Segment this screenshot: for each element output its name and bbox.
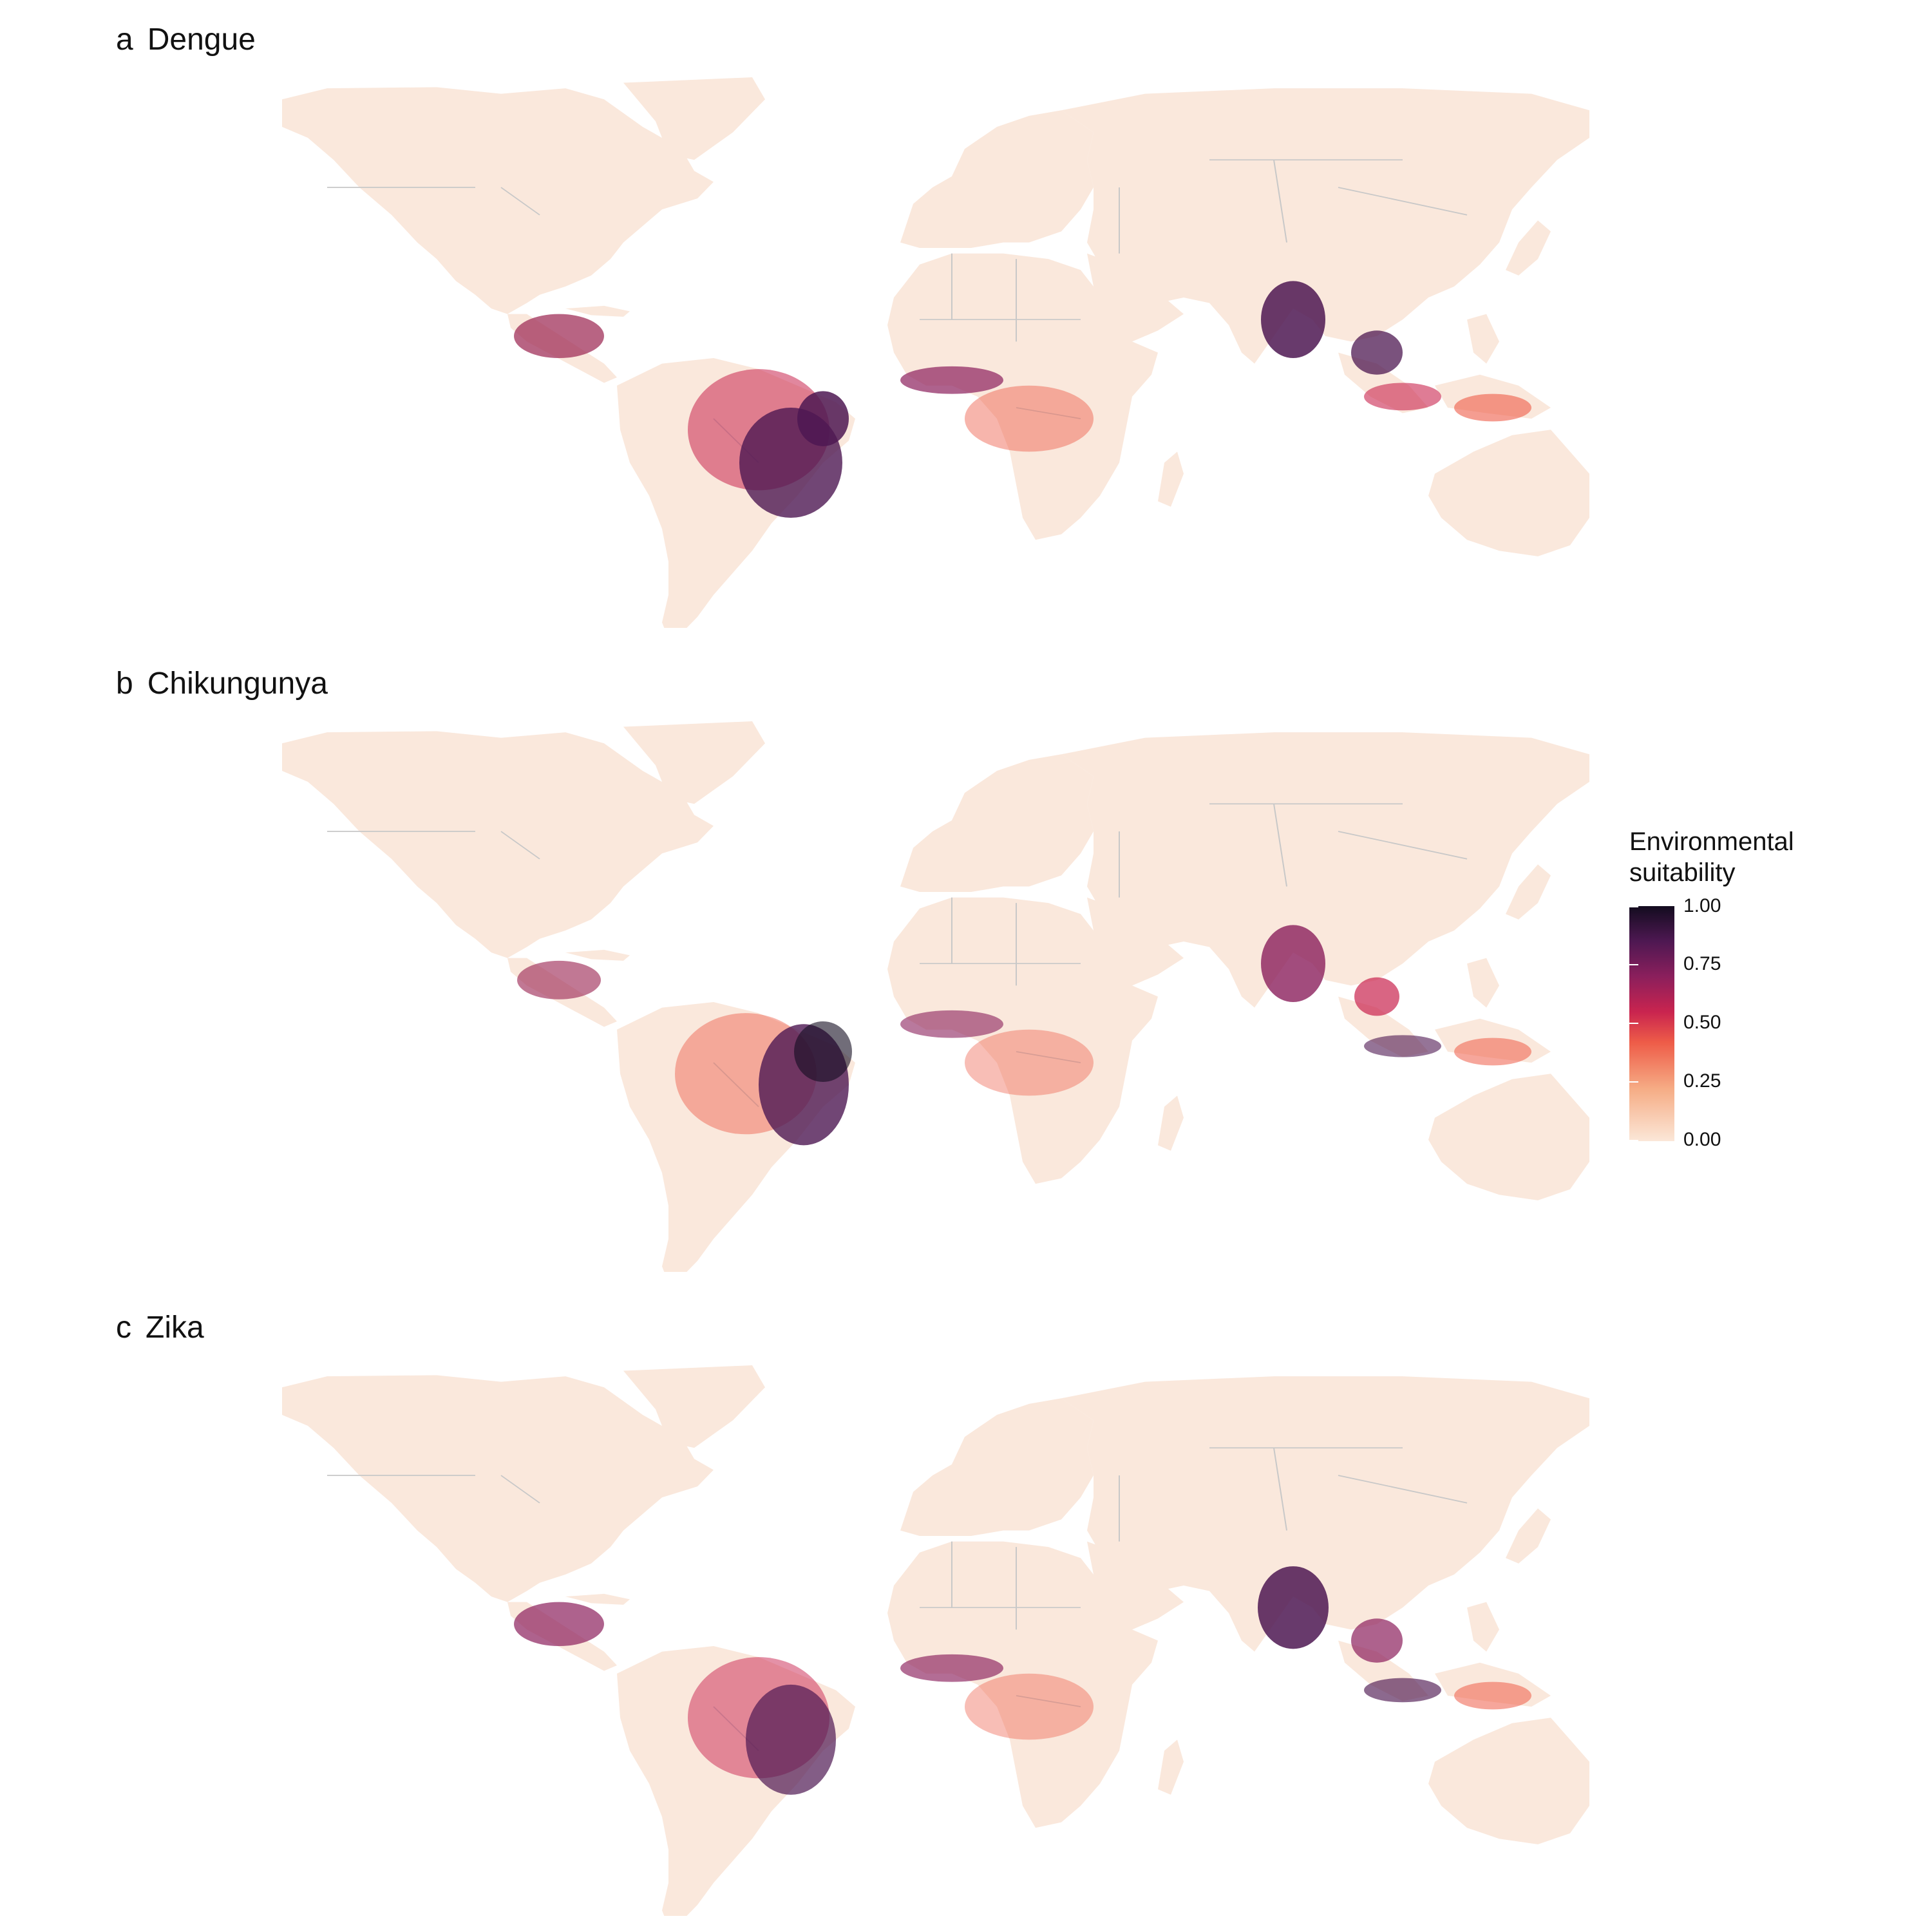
hotspot-layer [514, 281, 1531, 518]
dengue-suitability-map [282, 77, 1589, 628]
legend-tick-label: 0.75 [1683, 953, 1721, 974]
panel-zika: c Zika [0, 1288, 1610, 1926]
zika-suitability-map [282, 1365, 1589, 1916]
panel-title-c: c Zika [116, 1310, 204, 1345]
panel-title-b: b Chikungunya [116, 666, 328, 701]
legend-tick-label: 1.00 [1683, 895, 1721, 916]
hotspot-layer [514, 1566, 1531, 1795]
legend-colorbar [1629, 906, 1674, 1141]
tick-mark [1629, 964, 1638, 965]
legend-title-line2: suitability [1629, 858, 1736, 887]
chikungunya-suitability-map [282, 721, 1589, 1272]
panel-dengue: a Dengue [0, 0, 1610, 638]
legend-tick-label: 0.25 [1683, 1070, 1721, 1092]
tick-mark [1629, 906, 1638, 907]
panel-letter: b [116, 667, 133, 701]
panel-label: Dengue [147, 23, 256, 57]
legend: Environmental suitability 1.00 0.75 0.50… [1629, 826, 1900, 1161]
panel-chikungunya: b Chikungunya [0, 644, 1610, 1282]
tick-mark [1629, 1023, 1638, 1024]
hotspot-layer [517, 925, 1531, 1146]
tick-mark [1629, 1140, 1638, 1141]
legend-tick-label: 0.50 [1683, 1012, 1721, 1033]
tick-mark [1629, 1081, 1638, 1083]
panel-label: Zika [146, 1311, 204, 1345]
panel-label: Chikungunya [147, 667, 328, 701]
panel-title-a: a Dengue [116, 22, 256, 57]
panel-letter: a [116, 23, 133, 57]
legend-title: Environmental suitability [1629, 826, 1900, 888]
legend-tick-label: 0.00 [1683, 1129, 1721, 1150]
legend-title-line1: Environmental [1629, 828, 1794, 856]
panel-letter: c [116, 1311, 131, 1345]
